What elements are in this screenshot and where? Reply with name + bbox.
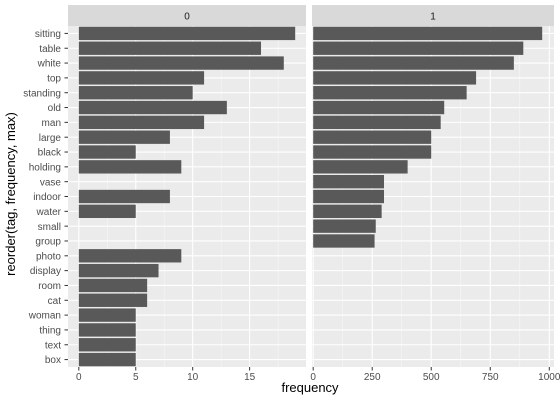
bar-0-photo — [78, 249, 182, 263]
bar-0-sitting — [78, 26, 296, 41]
bar-1-old — [313, 100, 445, 115]
bar-1-black — [313, 145, 432, 159]
bar-0-standing — [78, 86, 193, 100]
y-tick-label-text: text — [45, 340, 61, 351]
bar-0-man — [78, 115, 205, 130]
y-tick-label-cat: cat — [48, 296, 62, 307]
bar-1-sitting — [313, 26, 543, 41]
panel-1: 1 0 250 500 750 1000 — [310, 5, 560, 383]
y-tick-label-sitting: sitting — [35, 29, 61, 40]
y-tick-label-vase: vase — [40, 177, 62, 188]
bar-0-room — [78, 278, 148, 293]
bar-1-large — [313, 130, 432, 144]
bar-0-woman — [78, 308, 136, 322]
x-tick-label-1-250: 250 — [364, 372, 381, 383]
x-tick-label-0-15: 15 — [244, 372, 256, 383]
y-tick-label-holding: holding — [29, 162, 61, 173]
y-tick-label-large: large — [39, 133, 62, 144]
y-tick-label-table: table — [39, 44, 61, 55]
bar-0-indoor — [78, 189, 170, 204]
x-tick-label-1-1000: 1000 — [538, 372, 560, 383]
y-tick-label-man: man — [42, 118, 61, 129]
bar-0-top — [78, 71, 205, 85]
bar-0-holding — [78, 160, 182, 174]
facet-strip-label-0: 0 — [184, 12, 190, 23]
x-tick-label-1-750: 750 — [482, 372, 499, 383]
bar-1-white — [313, 56, 514, 70]
y-tick-label-woman: woman — [28, 311, 61, 322]
bar-0-old — [78, 100, 227, 115]
bar-0-thing — [78, 323, 136, 337]
bar-0-text — [78, 338, 136, 352]
x-tick-label-1-500: 500 — [423, 372, 440, 383]
bar-1-table — [313, 41, 524, 55]
y-tick-label-group: group — [35, 237, 61, 248]
bar-0-white — [78, 56, 284, 70]
bar-0-water — [78, 204, 136, 218]
bar-1-standing — [313, 86, 467, 100]
bar-0-large — [78, 130, 170, 144]
x-tick-label-0-10: 10 — [187, 372, 199, 383]
panel-0: 0 0 5 10 15 — [68, 5, 306, 383]
y-tick-label-thing: thing — [39, 326, 61, 337]
bar-1-holding — [313, 160, 408, 174]
y-axis: sitting table white top standing old man large b… — [23, 29, 68, 366]
bar-1-top — [313, 71, 477, 85]
y-tick-label-small: small — [38, 222, 61, 233]
y-tick-label-display: display — [30, 266, 61, 277]
y-tick-label-photo: photo — [36, 251, 61, 262]
x-axis-title: frequency — [281, 380, 339, 395]
bar-1-water — [313, 204, 382, 218]
y-tick-label-old: old — [48, 103, 61, 114]
facet-strip-0 — [68, 5, 306, 26]
bar-1-man — [313, 115, 441, 130]
y-tick-label-room: room — [38, 281, 61, 292]
bar-0-display — [78, 263, 159, 278]
x-tick-label-0-5: 5 — [133, 372, 139, 383]
x-tick-label-0-0: 0 — [76, 372, 82, 383]
bar-1-small — [313, 219, 376, 233]
y-tick-label-white: white — [37, 59, 62, 70]
y-tick-label-indoor: indoor — [33, 192, 61, 203]
y-tick-label-top: top — [47, 73, 61, 84]
y-tick-label-water: water — [36, 207, 62, 218]
x-tick-label-1-0: 0 — [310, 372, 316, 383]
facet-strip-1 — [312, 5, 554, 26]
bar-1-indoor — [313, 189, 385, 204]
bar-0-black — [78, 145, 136, 159]
y-tick-label-black: black — [38, 148, 62, 159]
bar-1-vase — [313, 175, 385, 189]
y-tick-label-standing: standing — [23, 88, 61, 99]
bar-0-cat — [78, 293, 148, 307]
facet-strip-label-1: 1 — [430, 12, 436, 23]
y-axis-title: reorder(tag, frequency, max) — [3, 112, 18, 276]
bar-1-group — [313, 234, 375, 248]
bar-0-table — [78, 41, 262, 55]
y-tick-label-box: box — [45, 355, 61, 366]
bar-0-box — [78, 352, 136, 367]
